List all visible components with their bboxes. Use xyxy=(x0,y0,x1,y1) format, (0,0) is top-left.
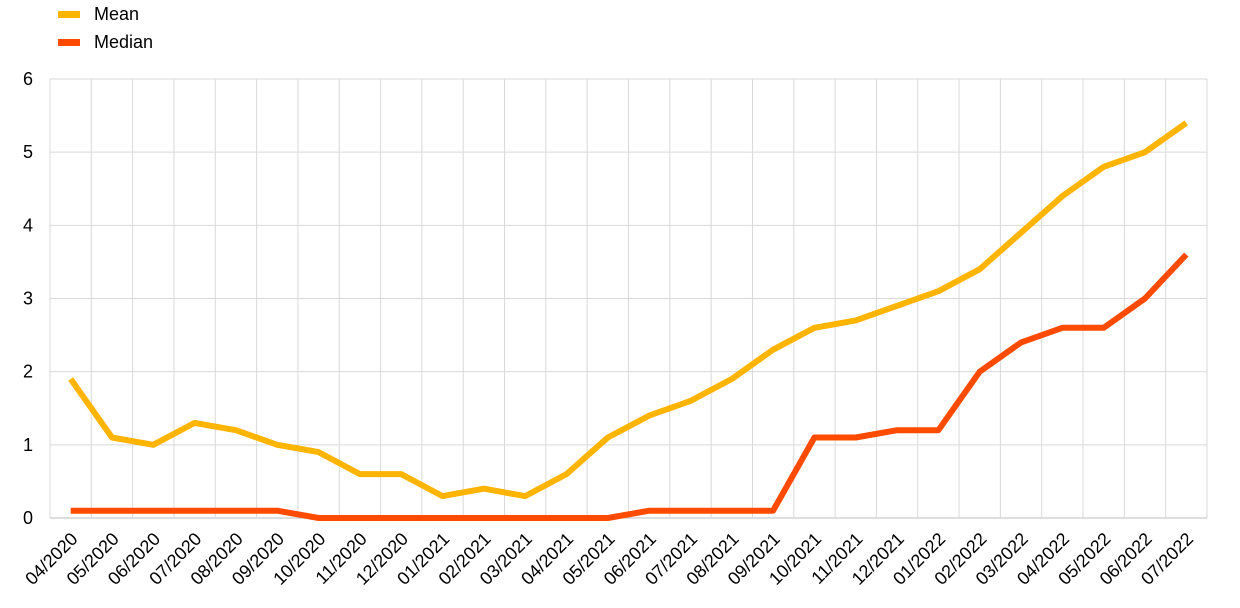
legend-swatch-mean xyxy=(58,10,80,18)
legend-label-median: Median xyxy=(94,31,154,52)
series-line-mean xyxy=(68,120,1189,500)
y-tick-label: 2 xyxy=(23,362,33,382)
y-tick-label: 4 xyxy=(23,215,33,235)
y-tick-label: 6 xyxy=(23,69,33,89)
legend-item-median: Median xyxy=(58,28,153,56)
x-axis-ticks: 04/202005/202006/202007/202008/202009/20… xyxy=(21,529,1197,589)
grid xyxy=(49,78,1208,519)
series-lines xyxy=(68,120,1189,521)
y-tick-label: 5 xyxy=(23,142,33,162)
series-line-median xyxy=(70,252,1189,521)
y-tick-label: 0 xyxy=(23,508,33,528)
legend: Mean Median xyxy=(58,0,153,56)
y-tick-label: 3 xyxy=(23,289,33,309)
legend-swatch-median xyxy=(58,38,80,46)
y-axis-ticks: 0 1 2 3 4 5 6 xyxy=(23,69,33,528)
legend-item-mean: Mean xyxy=(58,0,153,28)
legend-label-mean: Mean xyxy=(94,3,140,24)
y-tick-label: 1 xyxy=(23,435,33,455)
